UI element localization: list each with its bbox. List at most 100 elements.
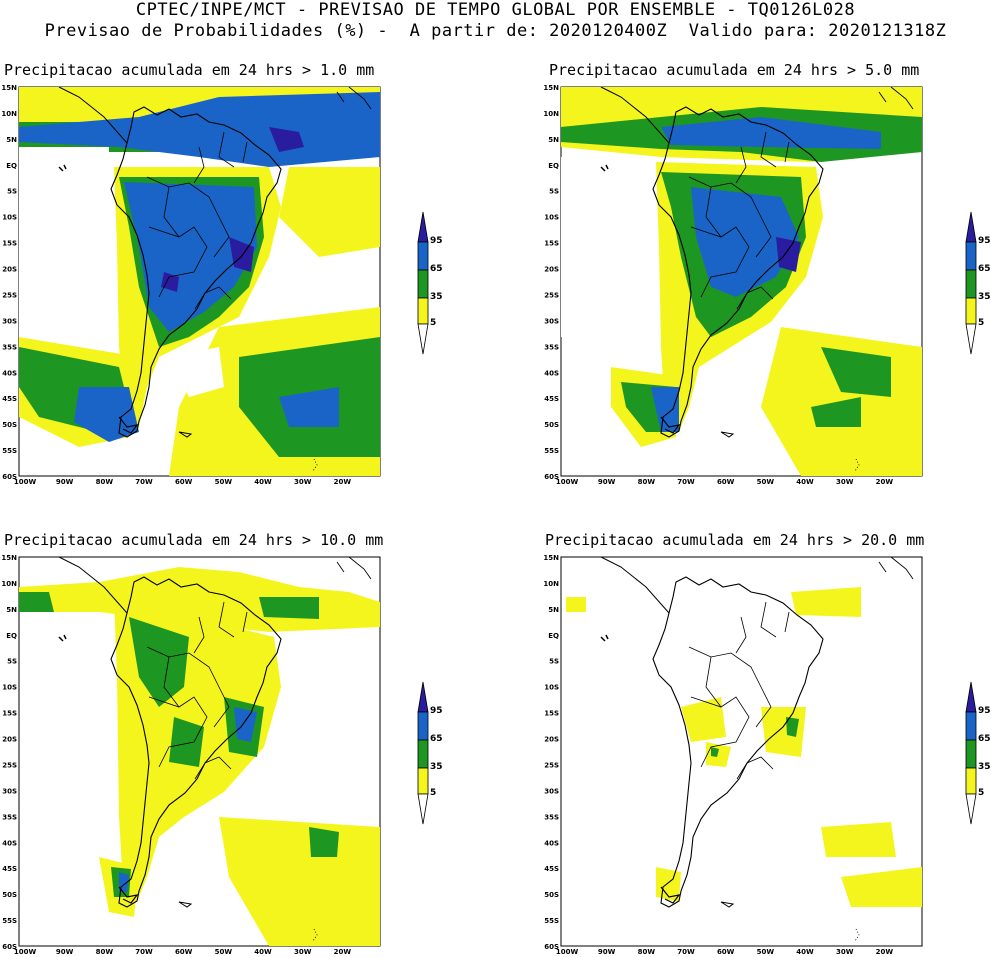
lon-tick-label: 90W [598, 478, 616, 486]
panel4-title: Precipitacao acumulada em 24 hrs > 20.0 … [545, 531, 925, 549]
legend-arrow-top [417, 211, 429, 243]
legend-swatch-mid [965, 269, 977, 299]
panel1-title: Precipitacao acumulada em 24 hrs > 1.0 m… [4, 61, 375, 79]
lon-tick-label: 90W [56, 948, 74, 956]
lat-tick-label: 15S [544, 240, 559, 248]
lat-tick-label: 5S [7, 658, 17, 666]
lat-tick-label: 45S [2, 395, 17, 403]
lon-tick-label: 90W [56, 478, 74, 486]
lat-tick-label: 40S [2, 839, 17, 847]
lon-tick-label: 20W [334, 478, 352, 486]
lon-tick-label: 20W [876, 948, 894, 956]
lat-tick-label: 30S [2, 787, 17, 795]
precip-field-4 [566, 587, 922, 907]
legend-bar: 95 65 35 5 [417, 681, 443, 825]
precip-field-1 [19, 87, 380, 476]
lat-tick-label: 35S [2, 343, 17, 351]
legend-bar: 95 65 35 5 [417, 211, 443, 355]
lon-tick-label: 70W [135, 948, 153, 956]
lon-tick-label: 20W [876, 478, 894, 486]
lon-tick-label: 50W [757, 478, 775, 486]
lat-tick-label: 30S [544, 787, 559, 795]
lon-tick-label: 70W [677, 948, 695, 956]
legend-level-label: 35 [978, 292, 991, 302]
lat-tick-label: 25S [544, 291, 559, 299]
lon-tick-label: 80W [96, 478, 114, 486]
lon-tick-label: 30W [294, 948, 312, 956]
lat-tick-label: 15N [1, 554, 17, 562]
lon-tick-label: 30W [836, 478, 854, 486]
map-panel-4 [560, 556, 923, 947]
panel3-title: Precipitacao acumulada em 24 hrs > 10.0 … [4, 531, 384, 549]
header-title-line2: Previsao de Probabilidades (%) - A parti… [44, 21, 947, 41]
legend-arrow-top [417, 681, 429, 713]
legend-level-label: 35 [978, 762, 991, 772]
lon-tick-label: 50W [215, 478, 233, 486]
legend-swatch-mid [417, 739, 429, 769]
lat-tick-label: 60S [544, 473, 559, 481]
legend-swatch-high [965, 241, 977, 271]
map-panel-2 [560, 86, 923, 477]
lat-tick-label: 25S [2, 761, 17, 769]
lat-tick-label: 10N [1, 580, 17, 588]
lat-tick-label: 50S [2, 421, 17, 429]
legend-arrow-top [965, 211, 977, 243]
legend-bar: 95 65 35 5 [965, 211, 991, 355]
lat-tick-label: 55S [2, 917, 17, 925]
lon-tick-label: 90W [598, 948, 616, 956]
legend-level-label: 95 [978, 236, 991, 246]
lon-tick-label: 100W [14, 478, 37, 486]
lon-tick-label: 40W [254, 478, 272, 486]
lat-tick-label: 40S [2, 369, 17, 377]
lon-tick-label: 60W [717, 478, 735, 486]
lon-tick-label: 50W [215, 948, 233, 956]
legend-arrow-bottom [965, 323, 977, 355]
lat-tick-label: 55S [544, 917, 559, 925]
lat-tick-label: 40S [544, 839, 559, 847]
lat-tick-label: 10S [2, 214, 17, 222]
lon-tick-label: 80W [96, 948, 114, 956]
lat-tick-label: 20S [2, 266, 17, 274]
legend-level-label: 65 [978, 264, 991, 274]
lat-tick-label: 5N [548, 606, 559, 614]
lat-tick-label: 5S [7, 188, 17, 196]
lat-tick-label: 60S [2, 943, 17, 951]
lat-tick-label: 40S [544, 369, 559, 377]
legend-swatch-low [965, 767, 977, 795]
lat-tick-label: 10S [2, 684, 17, 692]
lat-tick-label: 15S [2, 710, 17, 718]
lat-tick-label: 45S [2, 865, 17, 873]
legend-level-label: 5 [430, 318, 436, 328]
lat-tick-label: 45S [544, 395, 559, 403]
lon-tick-label: 30W [294, 478, 312, 486]
lat-tick-label: 10N [543, 110, 559, 118]
lon-tick-label: 40W [796, 948, 814, 956]
lat-tick-label: 10S [544, 684, 559, 692]
axes-labels: 15N 10N 5N EQ 5S 10S 15S 20S 25S 30S 35S 40S 45S 50S 5… [1, 84, 893, 956]
lat-tick-label: 15S [2, 240, 17, 248]
lon-tick-label: 80W [638, 478, 656, 486]
legend-swatch-low [417, 767, 429, 795]
lat-tick-label: 35S [544, 813, 559, 821]
legend-arrow-bottom [417, 793, 429, 825]
lat-tick-label: 20S [2, 736, 17, 744]
lat-tick-label: 5S [549, 188, 559, 196]
lon-tick-label: 70W [135, 478, 153, 486]
legend-swatch-low [965, 297, 977, 325]
lon-tick-label: 60W [717, 948, 735, 956]
legend-level-label: 35 [430, 292, 443, 302]
lat-tick-label: EQ [6, 162, 17, 170]
legend-arrow-bottom [965, 793, 977, 825]
lat-tick-label: 45S [544, 865, 559, 873]
legend-level-label: 5 [430, 788, 436, 798]
legend-level-label: 35 [430, 762, 443, 772]
lat-tick-label: 50S [2, 891, 17, 899]
legend-swatch-high [417, 711, 429, 741]
lat-tick-label: 25S [544, 761, 559, 769]
legend-level-label: 5 [978, 788, 984, 798]
lat-tick-label: EQ [6, 632, 17, 640]
precip-field-2 [561, 87, 922, 476]
header-title-line1: CPTEC/INPE/MCT - PREVISAO DE TEMPO GLOBA… [135, 0, 856, 20]
lat-tick-label: 50S [544, 421, 559, 429]
